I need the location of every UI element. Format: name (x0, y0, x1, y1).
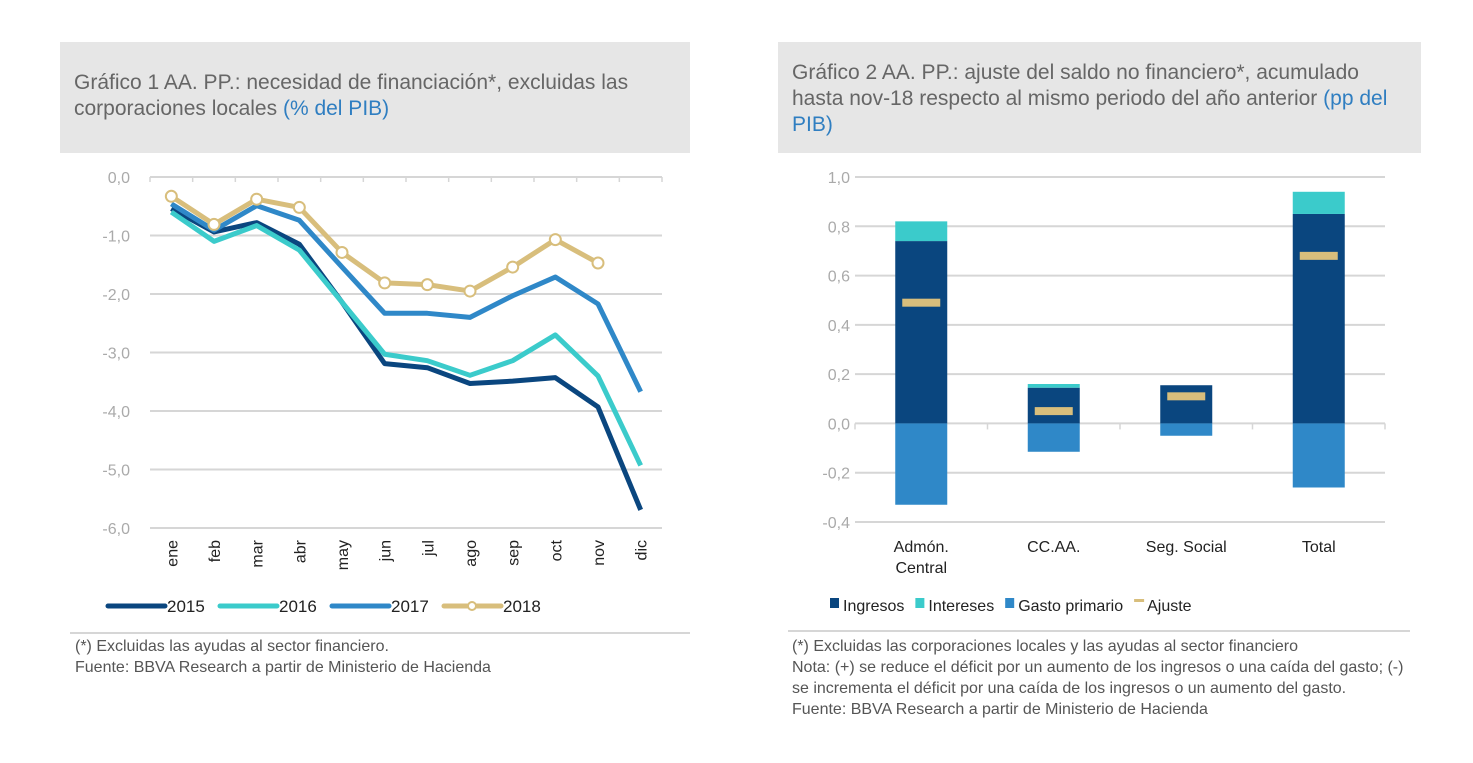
bar-Intereses (1027, 384, 1080, 388)
bar-Ingresos (895, 241, 948, 424)
x-tick-label: sep (506, 540, 523, 566)
y-tick-label: -0,2 (822, 466, 850, 483)
data-point-2018 (378, 276, 392, 290)
y-tick-label: -5,0 (102, 463, 130, 480)
legend-label-2017: 2017 (391, 597, 429, 616)
chart2-title: Gráfico 2 AA. PP.: ajuste del saldo no f… (792, 61, 1359, 110)
x-tick-label: feb (207, 540, 224, 562)
x-tick-label: dic (634, 540, 651, 560)
data-point-2018 (506, 260, 520, 274)
chart2-source: Fuente: BBVA Research a partir de Minist… (792, 701, 1208, 718)
chart2-header: Gráfico 2 AA. PP.: ajuste del saldo no f… (778, 42, 1421, 153)
legend-label-Gasto primario: Gasto primario (1018, 598, 1123, 615)
legend-label-2016: 2016 (279, 597, 317, 616)
ajuste-marker (1034, 407, 1073, 416)
ajuste-marker (902, 298, 941, 307)
x-tick-label: abr (292, 539, 309, 563)
y-tick-label: 0,2 (828, 367, 850, 384)
bar-Ingresos (1292, 213, 1345, 424)
x-tick-label: ago (463, 540, 480, 567)
data-point-2018 (548, 233, 562, 247)
y-tick-label: 1,0 (828, 170, 850, 187)
data-point-2018 (250, 192, 264, 206)
y-tick-label: -4,0 (102, 404, 130, 421)
y-tick-label: -6,0 (102, 521, 130, 538)
bar-Ingresos (1027, 387, 1080, 424)
legend-label-Ajuste: Ajuste (1147, 598, 1192, 615)
chart1-source: Fuente: BBVA Research a partir de Minist… (75, 659, 491, 676)
bar-Intereses (895, 221, 948, 242)
data-point-2018 (292, 200, 306, 214)
legend-swatch-Gasto primario (1005, 598, 1015, 608)
data-point-2018 (207, 217, 221, 231)
bar-Gasto primario (1027, 423, 1080, 452)
data-point-2018 (164, 189, 178, 203)
y-tick-label: -0,4 (822, 515, 850, 532)
bar-Gasto primario (895, 423, 948, 505)
ajuste-marker (1167, 392, 1206, 401)
bar-Intereses (1292, 191, 1345, 214)
x-tick-label: oct (548, 539, 565, 561)
x-tick-label: jul (420, 540, 437, 557)
series-line-2015 (170, 206, 643, 511)
data-point-2018 (591, 256, 605, 270)
chart1-note: (*) Excluidas las ayudas al sector finan… (75, 638, 389, 655)
x-tick-label: Central (895, 560, 947, 577)
chart2-unit: (pp del PIB) (792, 87, 1388, 136)
legend-label-Intereses: Intereses (928, 598, 994, 615)
legend-label-Ingresos: Ingresos (843, 598, 904, 615)
legend-label-2018: 2018 (503, 597, 541, 616)
chart2-divider (788, 630, 1410, 632)
data-point-2018 (463, 284, 477, 298)
bar-Gasto primario (1160, 423, 1213, 436)
chart1-notes: (*) Excluidas las ayudas al sector finan… (75, 636, 685, 678)
legend-swatch-Intereses (915, 598, 925, 608)
x-tick-label: CC.AA. (1027, 539, 1080, 556)
legend-swatch-Ingresos (830, 598, 839, 608)
x-tick-label: ene (164, 540, 181, 567)
legend-swatch-Ajuste (1134, 599, 1145, 602)
chart2-notes: (*) Excluidas las corporaciones locales … (792, 636, 1407, 720)
data-point-2018 (420, 278, 434, 292)
x-tick-label: Admón. (894, 539, 949, 556)
x-tick-label: mar (250, 539, 267, 567)
series-line-2016 (169, 210, 643, 467)
chart1-divider (70, 632, 690, 634)
chart2-note: (*) Excluidas las corporaciones locales … (792, 638, 1299, 655)
bar-Gasto primario (1292, 423, 1345, 488)
y-tick-label: -2,0 (102, 287, 130, 304)
data-point-2018 (335, 245, 349, 259)
x-tick-label: nov (591, 540, 608, 566)
legend-label-2015: 2015 (167, 597, 205, 616)
y-tick-label: 0,8 (828, 219, 850, 236)
y-tick-label: 0,0 (108, 170, 130, 187)
ajuste-marker (1299, 251, 1338, 260)
y-tick-label: -3,0 (102, 346, 130, 363)
x-tick-label: jun (378, 540, 395, 562)
y-tick-label: -1,0 (102, 229, 130, 246)
chart1-header: Gráfico 1 AA. PP.: necesidad de financia… (60, 42, 690, 153)
series-line-2017 (170, 201, 643, 393)
chart1-title: Gráfico 1 AA. PP.: necesidad de financia… (74, 71, 629, 120)
y-tick-label: 0,6 (828, 269, 850, 286)
y-tick-label: 0,4 (828, 318, 850, 335)
y-tick-label: 0,0 (828, 416, 850, 433)
x-tick-label: Total (1302, 539, 1336, 556)
legend-marker (467, 601, 477, 611)
chart2-nota: Nota: (+) se reduce el déficit por un au… (792, 659, 1404, 697)
chart1-unit: (% del PIB) (282, 97, 390, 120)
bar-Ingresos (1160, 385, 1213, 424)
x-tick-label: Seg. Social (1146, 539, 1227, 556)
x-tick-label: may (335, 540, 352, 570)
